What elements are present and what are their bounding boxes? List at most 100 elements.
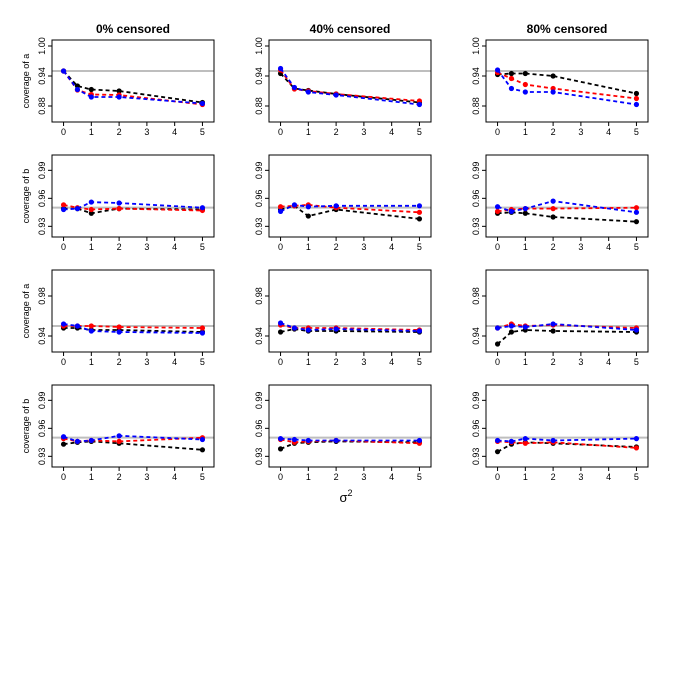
x-tick-label-5: 5 (200, 357, 205, 367)
panel-r3-c0: 0 1 2 3 4 5 0.93 0.96 0.99 coverage of b (21, 384, 215, 482)
plot-frame (485, 384, 649, 468)
y-tick-label-0: 0.93 (37, 448, 47, 466)
plot-frame (268, 269, 432, 353)
data-point-s0-p1 (508, 70, 515, 77)
x-tick-label-1: 1 (306, 357, 311, 367)
y-tick-label-2: 0.99 (471, 162, 481, 180)
series-line-0 (497, 211, 637, 223)
data-point-s2-p2 (88, 199, 94, 205)
x-tick-label-3: 3 (144, 472, 149, 482)
data-point-s2-p3 (116, 433, 122, 439)
x-tick-label-0: 0 (61, 127, 66, 137)
plot-frame (51, 154, 215, 238)
data-point-s2-p1 (291, 325, 298, 331)
x-tick-label-0: 0 (61, 472, 66, 482)
y-axis-label: coverage of a (21, 54, 31, 109)
data-point-s2-p3 (333, 326, 339, 332)
data-point-s2-p3 (116, 94, 122, 100)
data-point-s2-p1 (291, 202, 298, 208)
y-tick-label-1: 0.96 (471, 420, 481, 438)
x-tick-label-2: 2 (551, 472, 556, 482)
y-axis-label: coverage of b (21, 169, 31, 224)
x-tick-label-2: 2 (117, 472, 122, 482)
data-point-s0-p2 (522, 70, 528, 77)
data-point-s0-p4 (199, 447, 206, 453)
data-point-s2-p0 (494, 437, 501, 444)
data-point-s0-p0 (494, 449, 501, 455)
data-point-s2-p2 (88, 94, 94, 100)
data-point-s2-p4 (199, 100, 206, 107)
x-tick-label-0: 0 (61, 242, 66, 252)
data-point-s2-p0 (277, 65, 284, 72)
x-tick-label-1: 1 (89, 242, 94, 252)
x-tick-label-4: 4 (172, 127, 177, 137)
data-point-s2-p0 (494, 325, 501, 331)
data-point-s2-p3 (333, 203, 339, 209)
data-point-s2-p4 (416, 328, 423, 334)
x-tick-label-4: 4 (389, 127, 394, 137)
x-tick-label-3: 3 (578, 357, 583, 367)
data-point-s0-p3 (550, 328, 556, 334)
y-tick-label-1: 0.94 (471, 67, 481, 85)
x-tick-label-5: 5 (200, 127, 205, 137)
data-point-s2-p1 (508, 85, 515, 92)
data-point-s2-p3 (550, 198, 556, 204)
x-tick-label-1: 1 (306, 472, 311, 482)
y-tick-label-2: 0.99 (254, 162, 264, 180)
data-point-s1-p3 (550, 206, 556, 212)
y-tick-label-0: 0.93 (471, 448, 481, 466)
data-point-s2-p1 (508, 438, 515, 444)
data-point-s2-p0 (60, 434, 67, 440)
data-point-s2-p0 (494, 67, 501, 73)
x-tick-label-5: 5 (634, 127, 639, 137)
data-point-s1-p2 (522, 440, 528, 446)
y-tick-label-1: 0.96 (254, 190, 264, 208)
x-tick-label-4: 4 (606, 357, 611, 367)
x-tick-label-5: 5 (417, 242, 422, 252)
x-tick-label-3: 3 (578, 242, 583, 252)
x-tick-label-4: 4 (172, 472, 177, 482)
x-tick-label-2: 2 (334, 242, 339, 252)
plot-frame (485, 269, 649, 353)
y-tick-label-0: 0.94 (254, 327, 264, 345)
x-axis-label-superscript: 2 (348, 488, 353, 498)
data-point-s0-p4 (633, 219, 640, 225)
data-point-s2-p3 (550, 89, 556, 95)
series-line-0 (63, 440, 203, 451)
series-line-2 (62, 70, 203, 105)
y-tick-label-2: 0.99 (37, 162, 47, 180)
x-tick-label-0: 0 (278, 242, 283, 252)
x-tick-label-3: 3 (144, 242, 149, 252)
x-tick-label-5: 5 (417, 472, 422, 482)
data-point-s0-p4 (633, 90, 640, 97)
x-tick-label-0: 0 (278, 472, 283, 482)
data-point-s2-p3 (116, 200, 122, 206)
x-tick-label-4: 4 (172, 242, 177, 252)
x-tick-label-2: 2 (334, 357, 339, 367)
y-tick-label-0: 0.94 (37, 327, 47, 345)
x-tick-label-2: 2 (117, 127, 122, 137)
panel-r0-c0: 0 1 2 3 4 5 0.88 0.94 1.00 coverage of a (21, 37, 215, 137)
y-tick-label-0: 0.93 (37, 218, 47, 236)
data-point-s1-p4 (199, 325, 206, 331)
data-point-s2-p4 (633, 101, 640, 108)
series-line-0 (497, 441, 637, 453)
series-line-2 (280, 437, 420, 442)
x-tick-label-3: 3 (361, 357, 366, 367)
data-point-s2-p4 (199, 330, 206, 336)
x-tick-label-1: 1 (523, 357, 528, 367)
x-tick-label-2: 2 (334, 472, 339, 482)
x-tick-label-5: 5 (200, 472, 205, 482)
plot-frame (485, 39, 649, 123)
data-point-s2-p3 (550, 321, 556, 327)
y-tick-label-0: 0.88 (37, 97, 47, 115)
data-point-s2-p0 (60, 206, 67, 213)
panel-r3-c1: 0 1 2 3 4 5 0.93 0.96 0.99 (254, 384, 432, 482)
x-tick-label-1: 1 (89, 357, 94, 367)
x-tick-label-2: 2 (117, 242, 122, 252)
data-point-s2-p4 (416, 101, 423, 108)
x-tick-label-4: 4 (606, 127, 611, 137)
y-tick-label-0: 0.88 (254, 97, 264, 115)
series-line-0 (279, 72, 420, 104)
